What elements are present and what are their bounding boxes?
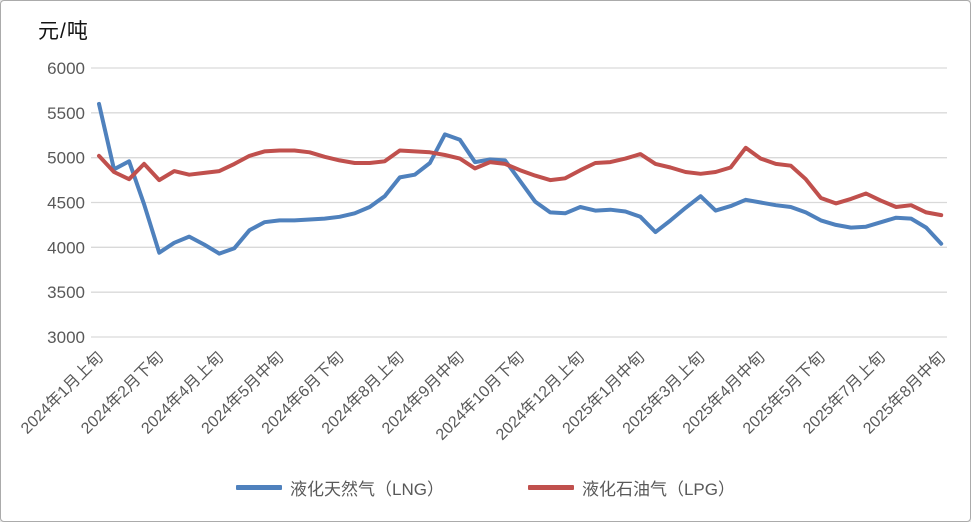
legend-item-lpg[interactable]: 液化石油气（LPG） (527, 475, 735, 500)
y-tick-label: 3000 (47, 328, 85, 347)
y-tick-label: 4500 (47, 194, 85, 213)
lng-line-swatch (236, 485, 282, 490)
y-tick-label: 3500 (47, 283, 85, 302)
legend-item-lng[interactable]: 液化天然气（LNG） (236, 475, 444, 500)
y-tick-label: 5000 (47, 149, 85, 168)
legend-label-lpg: 液化石油气（LPG） (581, 480, 735, 499)
legend-label-lng: 液化天然气（LNG） (290, 480, 444, 499)
lpg-line-swatch (527, 485, 574, 490)
lng-series-line[interactable] (97, 101, 944, 256)
legend: 液化天然气（LNG） 液化石油气（LPG） (1, 475, 970, 500)
y-tick-label: 4000 (47, 238, 85, 257)
y-axis-unit-title: 元/吨 (38, 20, 89, 43)
y-tick-label: 5500 (47, 104, 85, 123)
y-tick-label: 6000 (47, 59, 85, 78)
lpg-series-line[interactable] (97, 145, 944, 218)
